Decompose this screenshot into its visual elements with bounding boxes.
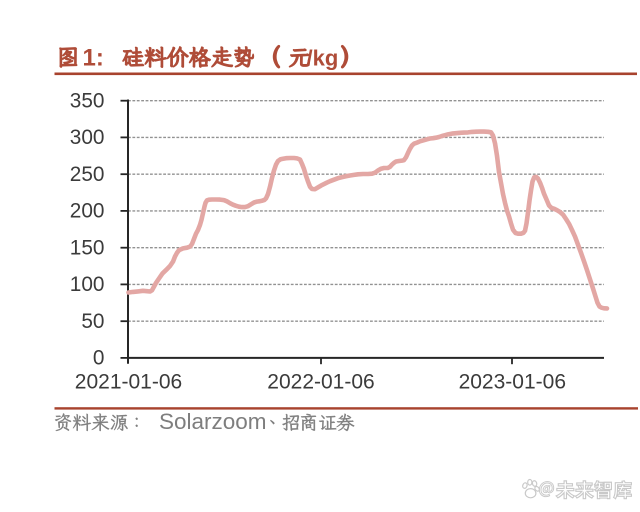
svg-text:200: 200 xyxy=(70,200,105,223)
svg-text:0: 0 xyxy=(93,347,105,370)
svg-text:250: 250 xyxy=(70,163,105,186)
svg-text:Solarzoom: Solarzoom xyxy=(159,409,267,434)
svg-text:2023-01-06: 2023-01-06 xyxy=(459,371,566,394)
svg-text:/kg: /kg xyxy=(307,46,339,71)
svg-text:350: 350 xyxy=(70,90,105,113)
svg-text:1:: 1: xyxy=(83,45,104,72)
svg-text:300: 300 xyxy=(70,126,105,149)
svg-text:2022-01-06: 2022-01-06 xyxy=(267,371,374,394)
svg-text:50: 50 xyxy=(81,310,104,333)
svg-text:100: 100 xyxy=(70,273,105,296)
svg-text:150: 150 xyxy=(70,237,105,260)
svg-text:2021-01-06: 2021-01-06 xyxy=(75,371,182,394)
